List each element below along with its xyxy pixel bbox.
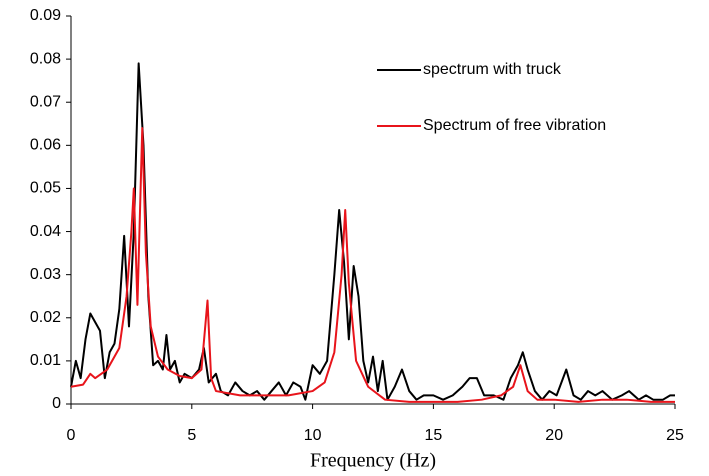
y-tick-label: 0.05: [30, 180, 61, 197]
x-tick-label: 0: [67, 427, 76, 444]
y-tick-label: 0.06: [30, 137, 61, 154]
x-tick-label: 5: [187, 427, 196, 444]
y-tick-label: 0.07: [30, 93, 61, 110]
y-tick-label: 0.09: [30, 7, 61, 24]
legend-label: spectrum with truck: [423, 61, 562, 78]
y-tick-label: 0.02: [30, 309, 61, 326]
y-tick-label: 0.04: [30, 223, 61, 240]
y-tick-label: 0.08: [30, 50, 61, 67]
x-tick-label: 15: [425, 427, 443, 444]
x-tick-label: 10: [304, 427, 322, 444]
x-tick-label: 25: [666, 427, 684, 444]
series-line: [70, 127, 675, 403]
series-line: [70, 62, 675, 401]
legend-label: Spectrum of free vibration: [423, 117, 606, 134]
y-tick-label: 0.01: [30, 352, 61, 369]
y-tick-label: 0.03: [30, 266, 61, 283]
y-tick-label: 0: [52, 395, 61, 412]
x-axis-title: Frequency (Hz): [310, 450, 436, 472]
x-tick-label: 20: [545, 427, 563, 444]
